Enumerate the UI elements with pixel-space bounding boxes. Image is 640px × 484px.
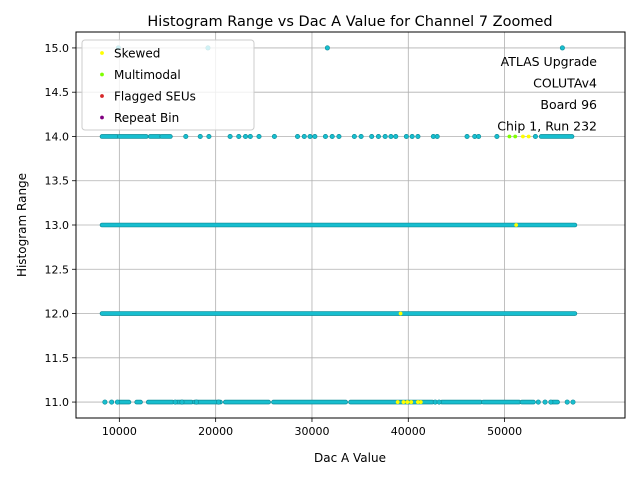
x-tick-label: 40000 — [391, 425, 426, 438]
y-tick-label: 11.0 — [45, 396, 70, 409]
annotation-line: ATLAS Upgrade — [501, 54, 598, 69]
data-point — [102, 399, 108, 405]
data-point — [324, 45, 330, 51]
legend-marker — [100, 51, 104, 55]
data-point — [535, 399, 541, 405]
data-point — [415, 133, 421, 139]
series-point — [418, 400, 423, 404]
legend-marker — [100, 115, 104, 120]
x-axis-ticks: 10000 20000 30000 40000 50000 — [102, 418, 522, 438]
data-point — [322, 133, 328, 139]
y-tick-label: 11.5 — [45, 352, 70, 365]
legend: Skewed Multimodal Flagged SEUs Repeat Bin — [81, 39, 255, 131]
series-point — [507, 134, 512, 139]
series-point — [401, 400, 406, 404]
annotation-line: Board 96 — [540, 97, 597, 112]
data-point — [464, 133, 470, 139]
data-point — [548, 399, 554, 405]
data-point — [388, 133, 394, 139]
x-tick-label: 10000 — [102, 425, 137, 438]
data-point — [559, 45, 565, 51]
series-point — [513, 134, 518, 139]
data-point — [206, 133, 212, 139]
series-point — [514, 223, 519, 227]
data-point — [369, 133, 375, 139]
data-point — [179, 399, 185, 405]
annotation-line: Chip 1, Run 232 — [497, 119, 597, 134]
data-point — [183, 133, 189, 139]
x-tick-label: 30000 — [294, 425, 329, 438]
data-point — [403, 133, 409, 139]
scatter-points — [99, 45, 578, 405]
x-tick-label: 20000 — [198, 425, 233, 438]
data-point — [247, 133, 253, 139]
data-point — [295, 133, 301, 139]
data-point — [476, 133, 482, 139]
y-axis-ticks: 11.0 11.5 12.0 12.5 13.0 13.5 14.0 14.5 15.0 — [45, 42, 76, 409]
data-point — [329, 133, 335, 139]
data-point — [172, 399, 178, 405]
data-point — [312, 133, 318, 139]
series-point — [398, 311, 403, 316]
series-point — [405, 400, 410, 404]
x-tick-label: 50000 — [487, 425, 522, 438]
data-point — [256, 133, 262, 139]
data-point — [336, 133, 342, 139]
annotation-line: COLUTAv4 — [533, 76, 597, 91]
y-tick-label: 14.0 — [45, 130, 70, 143]
data-point — [243, 133, 249, 139]
data-point — [409, 133, 415, 139]
legend-marker — [100, 72, 104, 77]
data-point — [358, 133, 364, 139]
series-point — [409, 400, 414, 404]
data-point — [193, 399, 199, 405]
data-point — [109, 399, 115, 405]
data-point — [542, 399, 548, 405]
data-point — [236, 133, 242, 139]
series-point — [521, 134, 525, 139]
series-point — [416, 400, 420, 404]
data-point — [216, 399, 222, 405]
y-tick-label: 13.5 — [45, 175, 70, 188]
chart-title: Histogram Range vs Dac A Value for Chann… — [147, 14, 552, 30]
data-point — [382, 133, 388, 139]
x-axis-label: Dac A Value — [314, 451, 386, 465]
annotation-block: ATLAS Upgrade COLUTAv4 Board 96 Chip 1, Run… — [497, 54, 597, 134]
y-tick-label: 12.5 — [45, 263, 70, 276]
y-tick-label: 14.5 — [45, 86, 70, 99]
data-point — [494, 133, 500, 139]
legend-label: Flagged SEUs — [114, 90, 196, 104]
series-point — [526, 134, 531, 139]
data-point — [301, 133, 307, 139]
data-point — [375, 133, 381, 139]
data-point — [351, 133, 357, 139]
data-point — [393, 133, 399, 139]
y-tick-label: 12.0 — [45, 308, 70, 321]
data-point — [197, 133, 203, 139]
data-point — [532, 133, 538, 139]
data-point — [434, 133, 440, 139]
legend-marker — [100, 94, 104, 98]
data-point — [436, 399, 442, 405]
data-point — [114, 399, 120, 405]
series-point — [395, 400, 400, 404]
data-point — [564, 399, 570, 405]
y-tick-label: 15.0 — [45, 42, 70, 55]
y-tick-label: 13.0 — [45, 219, 70, 232]
y-axis-label: Histogram Range — [15, 173, 29, 277]
data-point — [570, 399, 576, 405]
legend-label: Repeat Bin — [114, 111, 179, 125]
data-point — [227, 133, 233, 139]
legend-label: Multimodal — [114, 68, 181, 82]
legend-box — [81, 39, 255, 131]
legend-label: Skewed — [114, 47, 160, 61]
data-point — [307, 133, 313, 139]
data-point — [271, 133, 277, 139]
